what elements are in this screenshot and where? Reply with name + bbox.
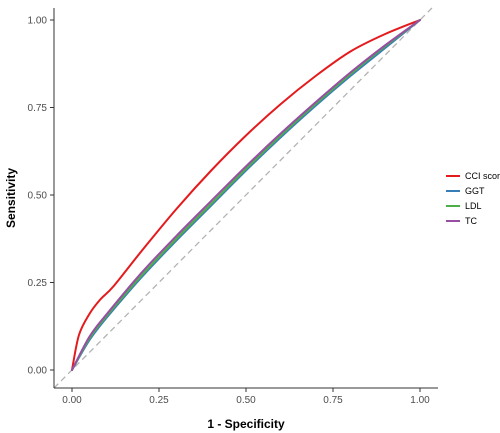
y-tick-label: 1.00 — [28, 16, 48, 27]
x-tick-label: 0.00 — [62, 395, 82, 406]
legend: CCI score GGT LDL TC — [446, 171, 500, 226]
x-tick-label: 0.25 — [149, 395, 169, 406]
x-tick-label: 1.00 — [410, 395, 430, 406]
legend-label-ldl: LDL — [465, 201, 482, 211]
y-axis-ticks: 0.00 0.25 0.50 0.75 1.00 — [28, 16, 54, 377]
reference-diagonal — [53, 7, 433, 389]
x-tick-label: 0.50 — [236, 395, 256, 406]
y-tick-label: 0.75 — [28, 103, 48, 114]
y-tick-label: 0.25 — [28, 278, 48, 289]
series-line-ggt — [71, 19, 421, 371]
legend-label-tc: TC — [465, 216, 477, 226]
y-axis-title: Sensitivity — [4, 168, 18, 228]
y-tick-label: 0.50 — [28, 191, 48, 202]
x-tick-label: 0.75 — [323, 395, 343, 406]
series-line-ldl — [71, 19, 421, 371]
y-tick-label: 0.00 — [28, 366, 48, 377]
legend-label-cci-score: CCI score — [465, 171, 500, 181]
series-line-cci-score — [71, 19, 421, 371]
x-axis-ticks: 0.00 0.25 0.50 0.75 1.00 — [62, 388, 430, 406]
x-axis-title: 1 - Specificity — [207, 417, 285, 431]
legend-label-ggt: GGT — [465, 186, 485, 196]
series-line-tc — [71, 19, 421, 371]
plot-area — [53, 7, 433, 389]
